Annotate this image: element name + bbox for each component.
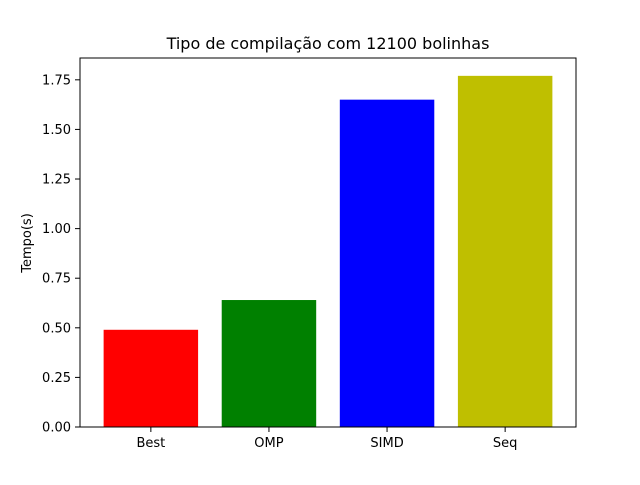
bar-best — [103, 329, 199, 427]
chart-title: Tipo de compilação com 12100 bolinhas — [166, 34, 490, 53]
x-tick-label-omp: OMP — [254, 436, 283, 451]
axes-frame — [79, 57, 577, 428]
x-tick-label-simd: SIMD — [370, 436, 403, 451]
bar-simd — [339, 99, 435, 427]
x-tick-label-seq: Seq — [493, 436, 518, 451]
x-tick-label-best: Best — [136, 436, 165, 451]
y-tick-label: 1.25 — [42, 173, 71, 188]
y-tick-label: 0.75 — [42, 272, 71, 287]
y-tick-label: 0.00 — [42, 421, 71, 436]
y-tick-label: 0.50 — [42, 321, 71, 336]
y-tick-label: 1.50 — [42, 123, 71, 138]
bar-omp — [221, 300, 317, 427]
plot-area: 0.00 0.25 0.50 0.75 1.00 1.25 1.50 1.75 Best OMP S… — [42, 57, 577, 451]
y-axis-label: Tempo(s) — [20, 213, 35, 274]
bar-seq — [457, 75, 553, 427]
y-tick-label: 0.25 — [42, 371, 71, 386]
y-tick-label: 1.00 — [42, 222, 71, 237]
y-tick-label: 1.75 — [42, 73, 71, 88]
